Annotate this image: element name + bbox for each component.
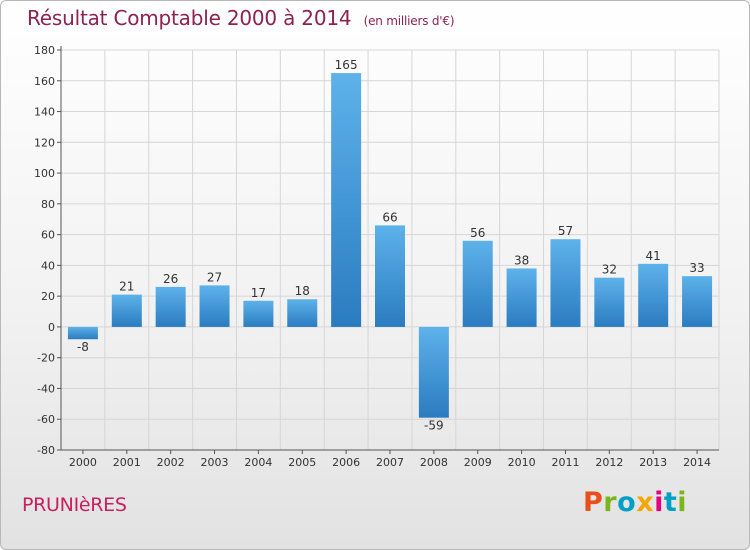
data-label: -59 (424, 419, 444, 433)
y-tick-label: -20 (37, 352, 55, 365)
logo-letter: o (617, 487, 637, 518)
logo-letter: r (603, 487, 618, 518)
logo-letter: P (583, 487, 604, 518)
x-tick-label: 2009 (464, 456, 492, 469)
bar-2013 (638, 263, 669, 327)
bar-2000 (67, 326, 98, 340)
y-tick-label: 80 (41, 198, 55, 211)
bar-2014 (682, 276, 713, 327)
y-tick-label: 100 (34, 167, 55, 180)
data-label: 56 (470, 226, 485, 240)
x-tick-label: 2013 (639, 456, 667, 469)
bar-2005 (287, 299, 318, 327)
proxiti-logo: Proxiti (583, 487, 687, 518)
bar-2009 (462, 240, 493, 327)
bar-2002 (155, 286, 186, 327)
x-tick-label: 2012 (595, 456, 623, 469)
logo-letter: t (663, 487, 678, 518)
logo-letter: i (654, 487, 664, 518)
y-tick-label: -60 (37, 413, 55, 426)
bar-2010 (506, 268, 537, 327)
bar-2008 (418, 326, 449, 418)
data-label: 21 (119, 280, 134, 294)
x-tick-label: 2000 (69, 456, 97, 469)
title-text: Résultat Comptable 2000 à 2014 (27, 6, 352, 30)
bar-2003 (199, 285, 230, 327)
data-label: 66 (382, 210, 397, 224)
bar-2006 (331, 73, 362, 327)
y-tick-label: 20 (41, 290, 55, 303)
y-tick-label: 40 (41, 259, 55, 272)
bar-2007 (375, 225, 405, 327)
x-tick-label: 2011 (551, 456, 579, 469)
bar-2004 (243, 300, 274, 327)
x-tick-label: 2001 (113, 456, 141, 469)
y-tick-label: 120 (34, 136, 55, 149)
y-tick-label: 0 (48, 321, 55, 334)
x-tick-label: 2014 (683, 456, 711, 469)
x-tick-label: 2007 (376, 456, 404, 469)
x-tick-label: 2003 (201, 456, 229, 469)
y-tick-label: 140 (34, 106, 55, 119)
data-label: 27 (207, 270, 222, 284)
bar-2012 (594, 277, 625, 327)
data-label: 165 (335, 58, 358, 72)
y-tick-label: 160 (34, 75, 55, 88)
data-label: 33 (689, 261, 704, 275)
chart-title: Résultat Comptable 2000 à 2014 (en milli… (27, 6, 455, 32)
x-tick-label: 2010 (508, 456, 536, 469)
logo-letter: i (677, 487, 688, 518)
data-label: 57 (558, 224, 573, 238)
data-label: 18 (295, 284, 310, 298)
bar-2011 (550, 239, 581, 327)
data-label: 17 (251, 286, 266, 300)
x-tick-label: 2005 (288, 456, 316, 469)
data-labels: -8 21 26 27 17 18 165 66 -59 56 38 57 32 41 33 (77, 58, 705, 433)
x-tick-label: 2006 (332, 456, 360, 469)
data-label: 32 (602, 263, 617, 277)
logo-letter: x (636, 487, 655, 518)
bars (67, 73, 713, 418)
title-unit: (en milliers d'€) (363, 14, 455, 28)
data-label: 26 (163, 272, 178, 286)
axes: 180 160 140 120 100 80 60 40 20 0 -20 -40 -60 -80 2000… (34, 44, 719, 469)
x-tick-label: 2004 (244, 456, 272, 469)
y-tick-label: 180 (34, 44, 55, 57)
x-tick-label: 2002 (157, 456, 185, 469)
data-label: -8 (77, 340, 89, 354)
commune-name: PRUNIèRES (22, 494, 127, 516)
y-tick-label: -40 (37, 382, 55, 395)
y-tick-label: -80 (37, 444, 55, 457)
y-tick-label: 60 (41, 229, 55, 242)
bar-2001 (111, 294, 142, 327)
x-tick-label: 2008 (420, 456, 448, 469)
data-label: 38 (514, 253, 529, 267)
data-label: 41 (646, 249, 661, 263)
